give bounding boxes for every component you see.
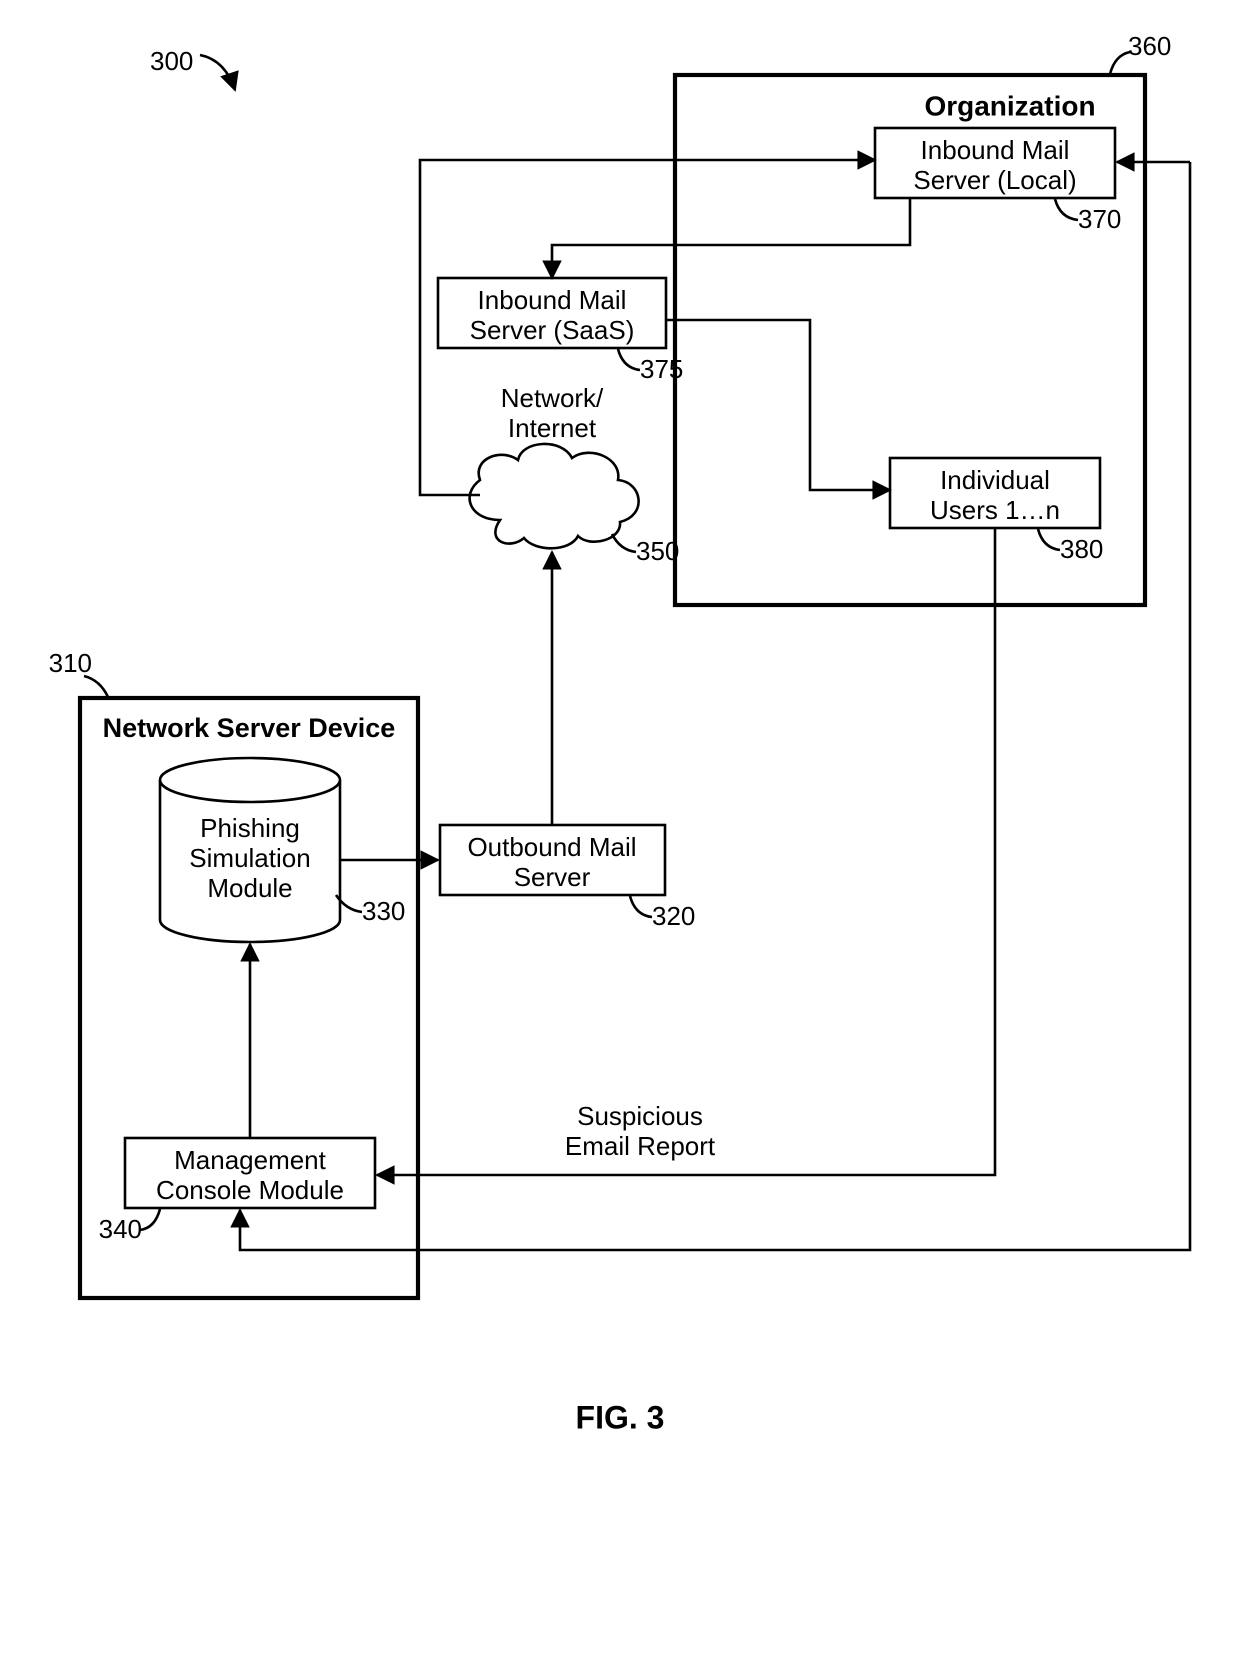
cloud-icon [470,444,639,548]
ref-tick-320 [630,896,652,917]
figure-3-diagram: 300 Organization 360 Inbound Mail Server… [0,0,1240,1654]
inbound-saas-l1: Inbound Mail [478,285,627,315]
ref-tick-360 [1110,52,1130,74]
ref-tick-380 [1038,529,1060,550]
inbound-local-l1: Inbound Mail [921,135,1070,165]
ref-360: 360 [1128,31,1171,61]
mgmt-l1: Management [174,1145,327,1175]
network-internet-l2: Internet [508,413,597,443]
ref-310: 310 [49,648,92,678]
phishing-l3: Module [207,873,292,903]
ref-350: 350 [636,536,679,566]
ref-380: 380 [1060,534,1103,564]
edge-inbound-local-to-saas [552,198,910,278]
edge-loop-right-to-mgmt [240,162,1190,1250]
figure-caption: FIG. 3 [576,1399,665,1435]
ref-370: 370 [1078,204,1121,234]
ref-340: 340 [99,1214,142,1244]
ref-320: 320 [652,901,695,931]
ref-330: 330 [362,896,405,926]
inbound-saas-l2: Server (SaaS) [470,315,635,345]
inbound-local-l2: Server (Local) [913,165,1076,195]
nsd-title: Network Server Device [103,713,396,743]
outbound-l1: Outbound Mail [467,832,636,862]
ref-tick-375 [618,349,640,370]
mgmt-l2: Console Module [156,1175,344,1205]
network-internet-l1: Network/ [501,383,604,413]
ref-tick-340 [140,1209,160,1230]
outbound-l2: Server [514,862,591,892]
users-l2: Users 1…n [930,495,1060,525]
ref-375: 375 [640,354,683,384]
ref-tick-350 [612,534,636,552]
ref-tick-370 [1055,199,1078,220]
figure-ref-arrow [200,55,235,90]
organization-title: Organization [924,90,1095,121]
users-l1: Individual [940,465,1050,495]
suspicious-l1: Suspicious [577,1101,703,1131]
phishing-l1: Phishing [200,813,300,843]
ref-tick-310 [84,676,108,697]
edge-saas-to-users [666,320,890,490]
suspicious-l2: Email Report [565,1131,716,1161]
figure-ref-300: 300 [150,46,193,76]
phishing-l2: Simulation [189,843,310,873]
